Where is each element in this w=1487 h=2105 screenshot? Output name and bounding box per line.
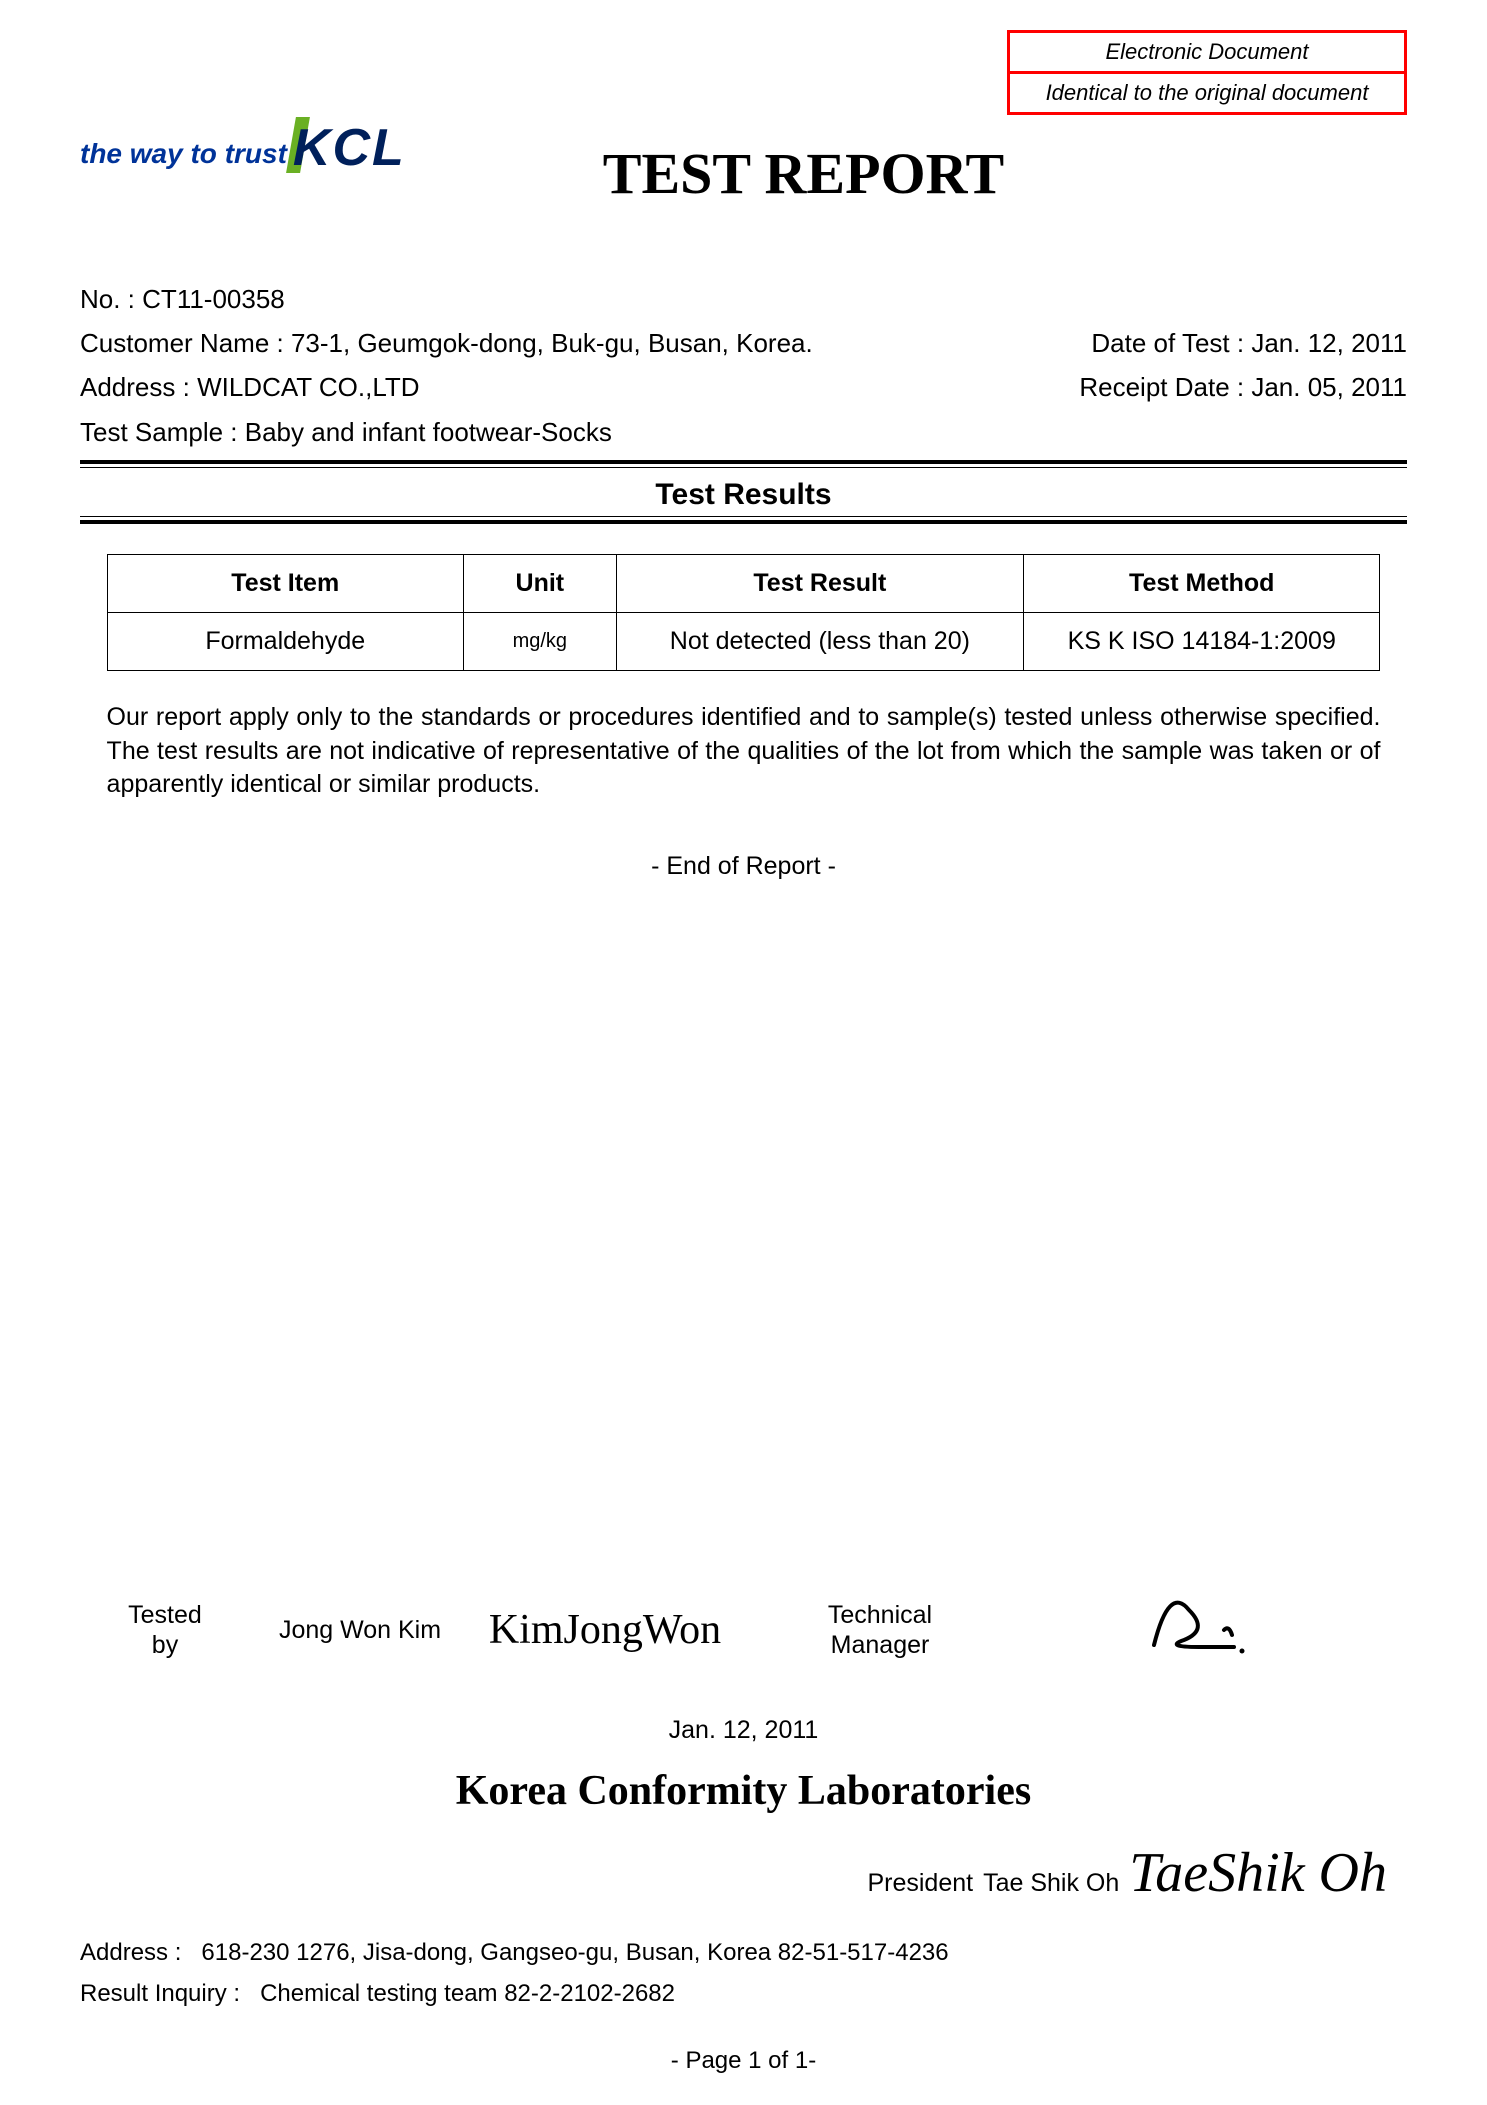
table-row: Formaldehyde mg/kg Not detected (less th… [107,612,1380,670]
cell-item: Formaldehyde [107,612,463,670]
th-method: Test Method [1024,554,1380,612]
footer-address-value: 618-230 1276, Jisa-dong, Gangseo-gu, Bus… [201,1939,948,1966]
no-label: No. : [80,284,135,314]
no-value: CT11-00358 [142,284,285,314]
results-table: Test Item Unit Test Result Test Method F… [107,554,1381,671]
address-label: Address : [80,372,190,402]
stamp-line2: Identical to the original document [1007,71,1407,115]
tested-by-label: Testedby [80,1600,250,1660]
president-label: President [867,1869,973,1898]
footer-address-label: Address : [80,1939,181,1966]
tested-by-signature: KimJongWon [470,1606,740,1654]
stamp-line1: Electronic Document [1007,30,1407,74]
th-item: Test Item [107,554,463,612]
president-line: President Tae Shik Oh TaeShik Oh [867,1841,1387,1905]
customer-label: Customer Name : [80,328,284,358]
th-unit: Unit [463,554,616,612]
sample-label: Test Sample : [80,417,238,447]
electronic-document-stamp: Electronic Document Identical to the ori… [1007,30,1407,112]
president-signature: TaeShik Oh [1129,1841,1387,1905]
receipt-label: Receipt Date : [1079,372,1244,402]
disclaimer-text: Our report apply only to the standards o… [107,701,1381,802]
date-test-value: Jan. 12, 2011 [1251,328,1407,358]
divider-bottom [80,516,1407,524]
cell-unit: mg/kg [463,612,616,670]
cell-method: KS K ISO 14184-1:2009 [1024,612,1380,670]
table-header-row: Test Item Unit Test Result Test Method [107,554,1380,612]
cell-result: Not detected (less than 20) [616,612,1023,670]
receipt-value: Jan. 05, 2011 [1251,372,1407,402]
signature-block: Testedby Jong Won Kim KimJongWon Technic… [80,1575,1407,1685]
report-meta: No. : CT11-00358 Customer Name : 73-1, G… [80,277,1407,454]
results-title: Test Results [80,478,1407,512]
address-value: WILDCAT CO.,LTD [197,372,419,402]
logo-tagline: the way to trust [80,138,287,170]
divider-top [80,460,1407,468]
customer-value: 73-1, Geumgok-dong, Buk-gu, Busan, Korea… [291,328,813,358]
president-name: Tae Shik Oh [983,1869,1119,1898]
tested-by-name: Jong Won Kim [250,1616,470,1645]
tech-mgr-signature [980,1575,1407,1685]
footer-inquiry-value: Chemical testing team 82-2-2102-2682 [260,1980,675,2007]
signature-date: Jan. 12, 2011 [0,1716,1487,1745]
signature-icon [1134,1575,1254,1665]
tech-mgr-label: TechnicalManager [780,1600,980,1660]
footer-meta: Address : 618-230 1276, Jisa-dong, Gangs… [80,1933,1407,2015]
page-number: - Page 1 of 1- [0,2047,1487,2075]
footer-inquiry-label: Result Inquiry : [80,1980,240,2007]
end-of-report: - End of Report - [80,852,1407,881]
date-test-label: Date of Test : [1091,328,1244,358]
sample-value: Baby and infant footwear-Socks [245,417,612,447]
logo-brand: KCL [293,118,406,178]
th-result: Test Result [616,554,1023,612]
organization-name: Korea Conformity Laboratories [0,1767,1487,1815]
